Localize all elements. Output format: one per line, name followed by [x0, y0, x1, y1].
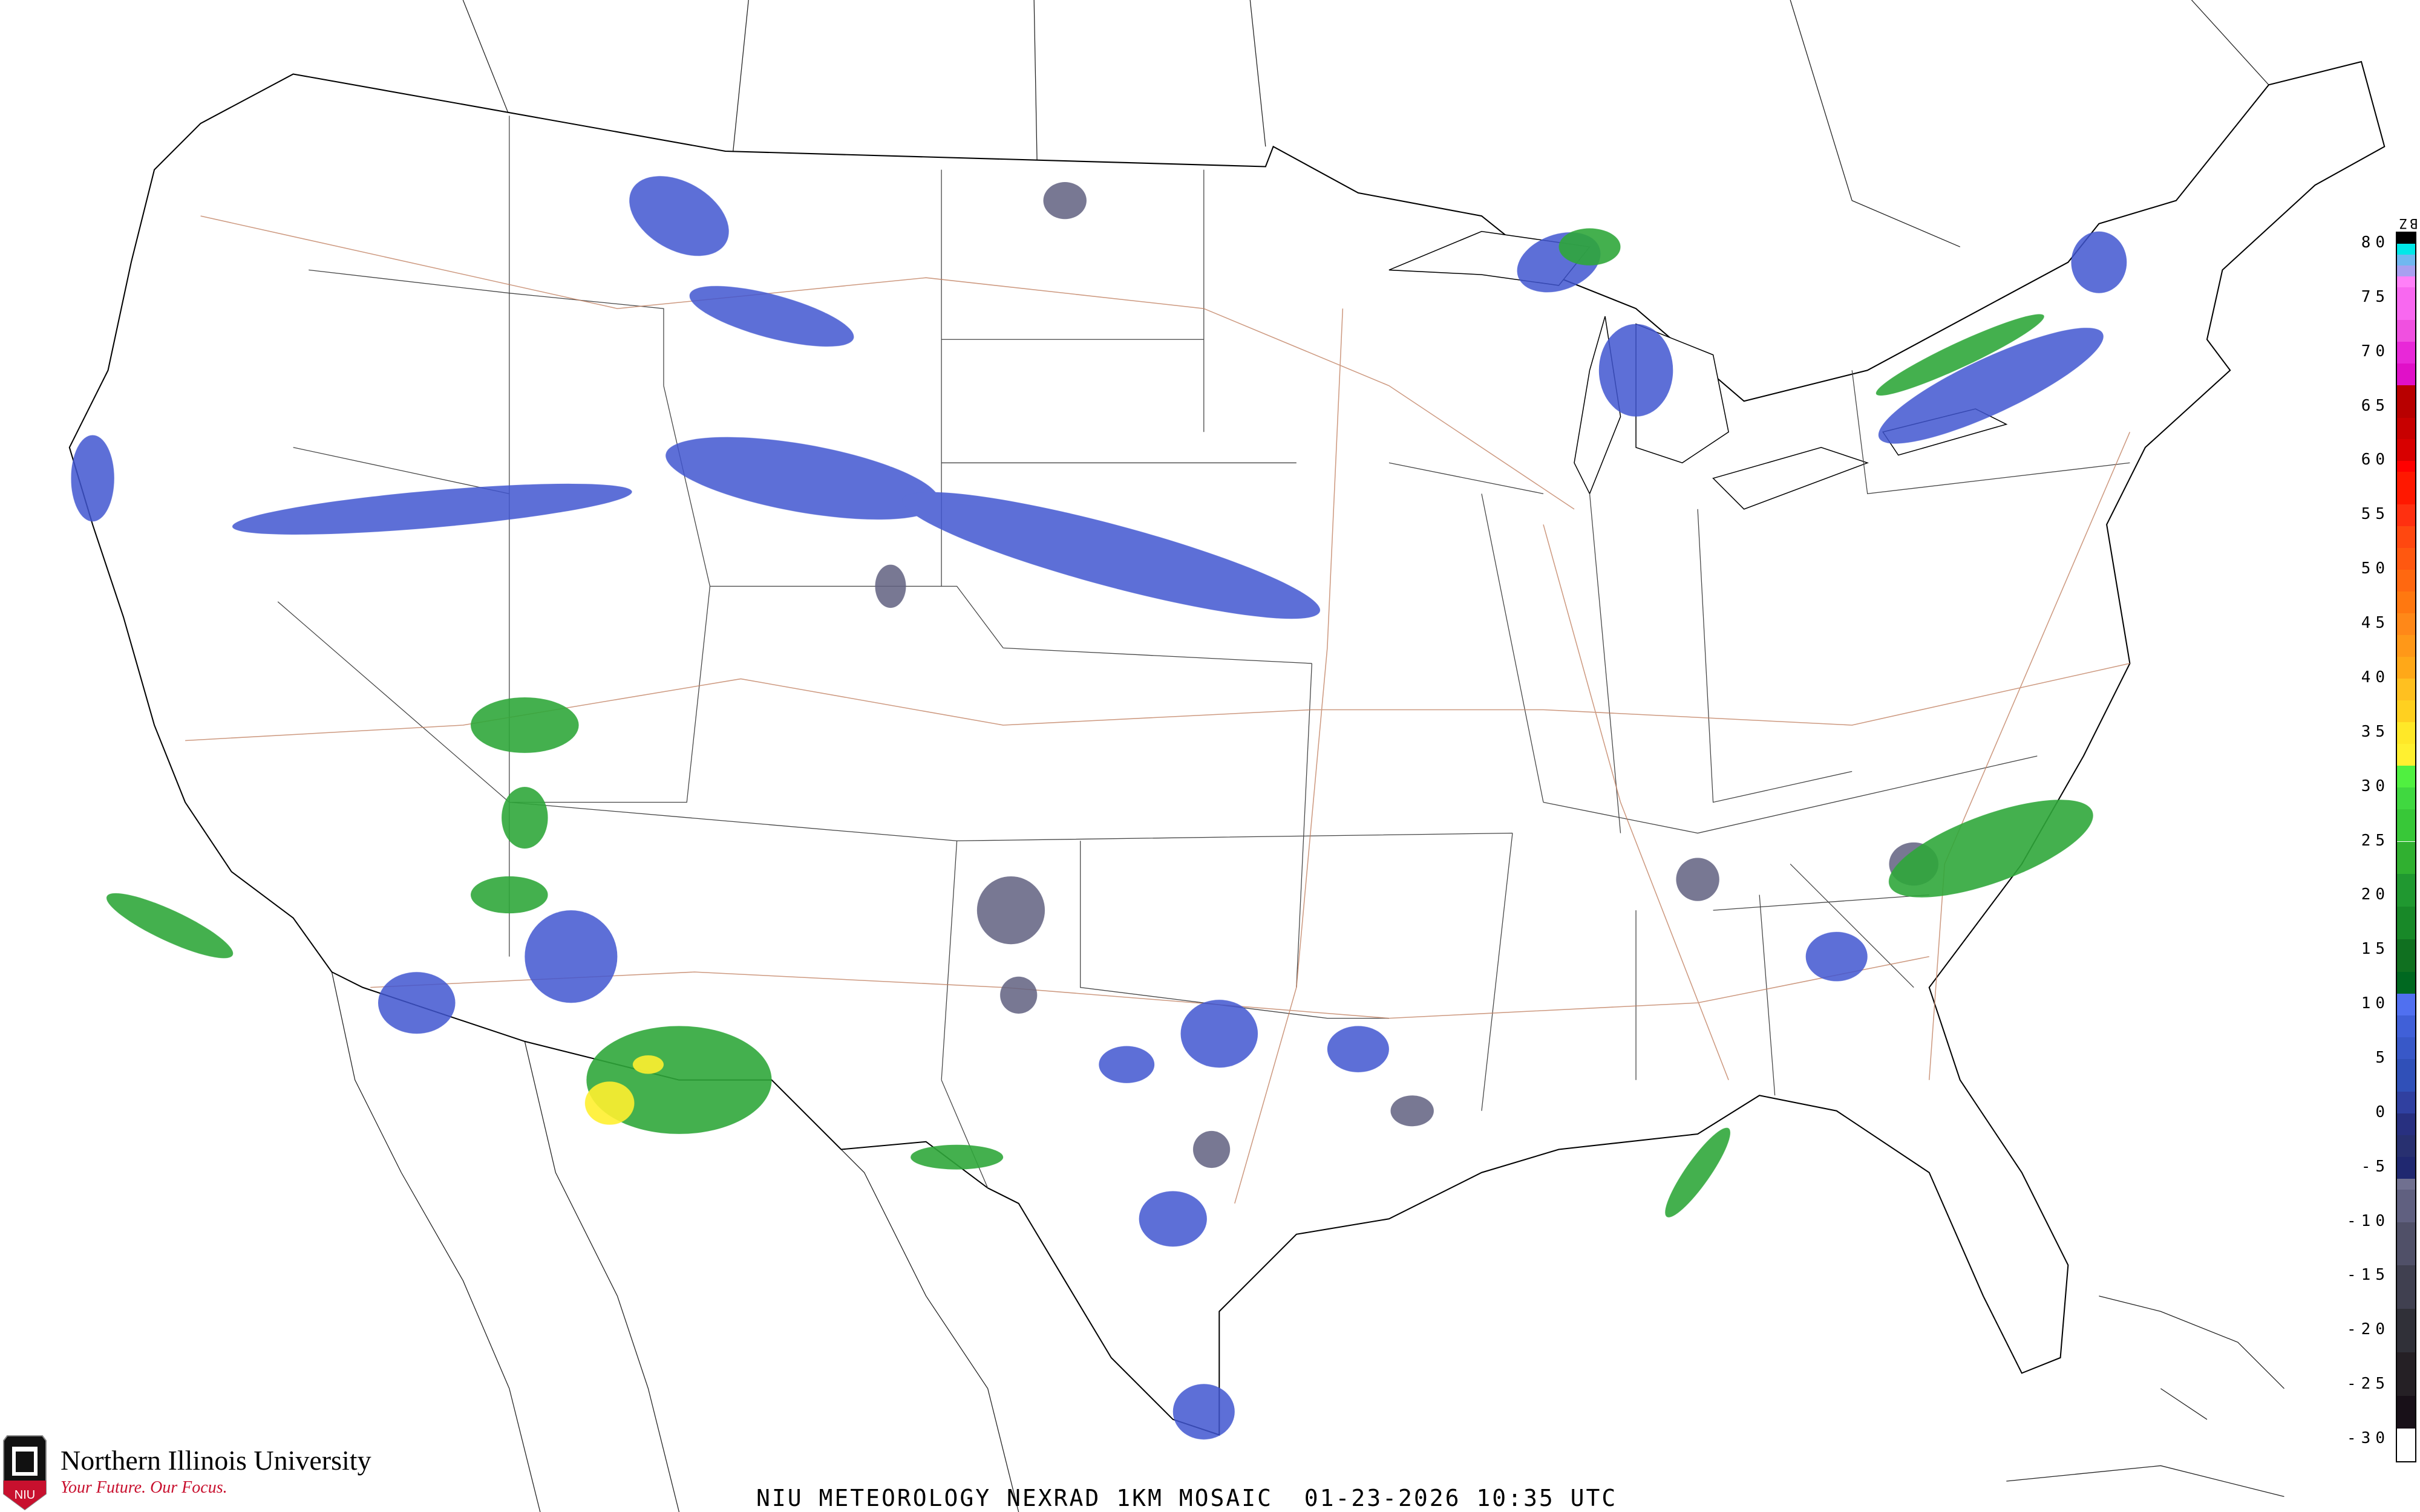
legend-color-segment: [2397, 907, 2415, 940]
legend-color-segment: [2397, 841, 2415, 875]
legend-color-segment: [2397, 472, 2415, 505]
legend-color-segment: [2397, 1058, 2415, 1092]
niu-shield-icon: NIU: [3, 1435, 47, 1511]
us-outline: [68, 60, 2386, 1436]
legend-tick-label: 65: [2361, 396, 2390, 415]
legend-color-segment: [2397, 635, 2415, 657]
legend-tick-label: 20: [2361, 885, 2390, 904]
legend-color-segment: [2397, 678, 2415, 700]
reflectivity-legend: dBZ 80757065605550454035302520151050-5-1…: [2347, 215, 2420, 1476]
niu-logo: NIU Northern Illinois University Your Fu…: [0, 1433, 436, 1512]
legend-tick-label: 15: [2361, 940, 2390, 959]
legend-color-segment: [2397, 874, 2415, 907]
legend-color-segment: [2397, 1429, 2415, 1461]
legend-color-segment: [2397, 570, 2415, 592]
legend-tick-label: 50: [2361, 559, 2390, 578]
legend-tick-label: 45: [2361, 614, 2390, 633]
legend-color-segment: [2397, 287, 2415, 320]
legend-color-segment: [2397, 1135, 2415, 1157]
legend-tick-label: 75: [2361, 287, 2390, 306]
legend-tick-label: 0: [2375, 1103, 2390, 1121]
logo-tagline: Your Future. Our Focus.: [60, 1478, 227, 1497]
legend-color-segment: [2397, 265, 2415, 276]
legend-color-segment: [2397, 526, 2415, 549]
map-caption: NIU METEOROLOGY NEXRAD 1KM MOSAIC 01-23-…: [756, 1485, 1618, 1511]
legend-color-segment: [2397, 548, 2415, 570]
logo-name: Northern Illinois University: [60, 1445, 371, 1476]
legend-color-segment: [2397, 1222, 2415, 1266]
legend-tick-label: 60: [2361, 451, 2390, 469]
legend-color-segment: [2397, 722, 2415, 744]
legend-color-segment: [2397, 1091, 2415, 1113]
legend-tick-label: -30: [2347, 1429, 2390, 1448]
legend-color-segment: [2397, 319, 2415, 342]
legend-tick-label: -15: [2347, 1266, 2390, 1285]
legend-tick-label: 55: [2361, 505, 2390, 524]
legend-color-segment: [2397, 417, 2415, 440]
legend-color-segment: [2397, 1189, 2415, 1222]
svg-text:NIU: NIU: [15, 1488, 35, 1502]
legend-color-segment: [2397, 461, 2415, 472]
legend-color-segment: [2397, 591, 2415, 614]
legend-color-segment: [2397, 1037, 2415, 1059]
legend-color-segment: [2397, 385, 2415, 418]
legend-color-segment: [2397, 233, 2415, 244]
legend-color-segment: [2397, 1178, 2415, 1190]
legend-tick-label: -5: [2361, 1157, 2390, 1176]
legend-color-segment: [2397, 439, 2415, 461]
legend-color-segment: [2397, 994, 2415, 1016]
legend-tick-label: 80: [2361, 233, 2390, 252]
legend-color-segment: [2397, 1265, 2415, 1309]
legend-color-segment: [2397, 809, 2415, 842]
legend-tick-label: 35: [2361, 722, 2390, 741]
legend-color-segment: [2397, 276, 2415, 287]
canada-border-lines: [462, 0, 2269, 247]
caribbean-outlines: [2006, 1295, 2284, 1497]
legend-tick-label: 25: [2361, 831, 2390, 850]
legend-color-segment: [2397, 1309, 2415, 1353]
legend-color-segment: [2397, 254, 2415, 266]
legend-color-bar: [2396, 232, 2416, 1462]
legend-tick-label: 10: [2361, 994, 2390, 1013]
legend-color-segment: [2397, 504, 2415, 527]
legend-tick-label: 30: [2361, 777, 2390, 795]
legend-color-segment: [2397, 787, 2415, 809]
legend-color-segment: [2397, 1396, 2415, 1429]
legend-tick-label: -25: [2347, 1375, 2390, 1393]
legend-color-segment: [2397, 939, 2415, 973]
legend-tick-label: -10: [2347, 1211, 2390, 1230]
legend-color-segment: [2397, 1015, 2415, 1038]
legend-tick-label: -20: [2347, 1320, 2390, 1339]
legend-color-segment: [2397, 613, 2415, 635]
legend-tick-label: 70: [2361, 342, 2390, 360]
neighbor-outlines: [331, 0, 2284, 1512]
legend-color-segment: [2397, 1113, 2415, 1135]
legend-color-segment: [2397, 341, 2415, 363]
legend-unit: dBZ: [2397, 215, 2420, 230]
legend-color-segment: [2397, 700, 2415, 722]
legend-color-segment: [2397, 1352, 2415, 1396]
legend-color-segment: [2397, 1156, 2415, 1179]
highways: [185, 215, 2131, 1204]
legend-color-segment: [2397, 363, 2415, 385]
precipitation-echoes: [71, 176, 2127, 1440]
legend-tick-label: 5: [2375, 1048, 2390, 1067]
legend-color-segment: [2397, 656, 2415, 679]
legend-color-segment: [2397, 743, 2415, 766]
legend-color-segment: [2397, 243, 2415, 255]
legend-tick-label: 40: [2361, 668, 2390, 686]
legend-color-segment: [2397, 765, 2415, 787]
legend-color-segment: [2397, 972, 2415, 994]
